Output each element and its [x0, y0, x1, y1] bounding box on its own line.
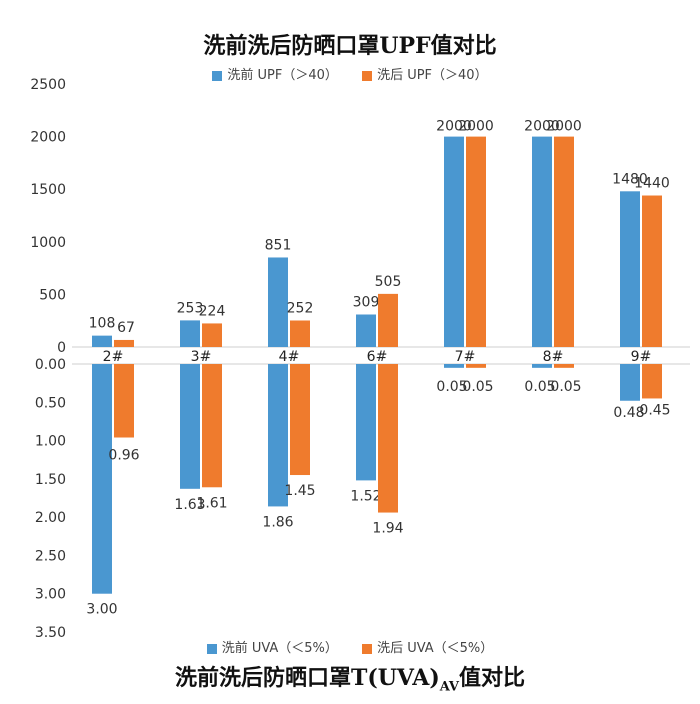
- uva-chart-title: 洗前洗后防晒口罩T(UVA)AV值对比: [0, 660, 700, 694]
- uva-after-value-label: 0.45: [639, 402, 670, 418]
- legend-swatch-orange: [362, 70, 373, 81]
- uva-before-value-label: 1.86: [262, 514, 293, 530]
- upf-after-bar: [554, 136, 574, 347]
- uva-after-value-label: 0.05: [462, 379, 493, 395]
- legend-item-uva-after: 洗后 UVA（＜5%）: [362, 637, 493, 656]
- uva-after-bar: [114, 364, 134, 438]
- uva-after-bar: [290, 364, 310, 476]
- uva-after-value-label: 0.05: [550, 379, 581, 395]
- uva-before-bar: [268, 364, 288, 507]
- uva-before-value-label: 1.63: [174, 497, 205, 513]
- category-label: 7#: [455, 349, 476, 365]
- upf-y-tick: 1000: [30, 235, 66, 251]
- uva-before-value-label: 0.48: [613, 405, 644, 421]
- upf-after-bar: [378, 293, 398, 347]
- upf-before-value-label: 108: [89, 316, 116, 332]
- upf-before-value-label: 309: [353, 294, 380, 310]
- legend-label-uva-before: 洗前 UVA（＜5%）: [221, 641, 338, 656]
- upf-after-bar: [290, 320, 310, 347]
- legend-item-upf-after: 洗后 UPF（＞40）: [362, 64, 488, 83]
- upf-after-value-label: 1440: [634, 176, 670, 192]
- upf-after-value-label: 67: [117, 320, 135, 336]
- uva-legend: 洗前 UVA（＜5%） 洗后 UVA（＜5%）: [0, 637, 700, 656]
- legend-swatch-blue: [212, 70, 223, 81]
- upf-before-bar: [92, 335, 112, 347]
- uva-y-tick: 2.00: [35, 510, 66, 526]
- upf-before-value-label: 253: [177, 300, 204, 316]
- legend-label-upf-before: 洗前 UPF（＞40）: [227, 68, 338, 83]
- uva-before-value-label: 3.00: [86, 602, 117, 618]
- uva-before-value-label: 1.52: [350, 488, 381, 504]
- upf-chart-title: 洗前洗后防晒口罩UPF值对比: [203, 33, 497, 59]
- uva-before-bar: [356, 364, 376, 481]
- upf-before-bar: [620, 191, 640, 347]
- upf-before-bar: [356, 314, 376, 347]
- uva-after-bar: [378, 364, 398, 513]
- upf-after-bar: [202, 323, 222, 347]
- upf-after-value-label: 2000: [458, 119, 494, 135]
- uva-before-bar: [620, 364, 640, 401]
- category-label: 2#: [103, 349, 124, 365]
- upf-after-value-label: 505: [375, 274, 402, 290]
- upf-y-tick: 1500: [30, 182, 66, 198]
- uva-y-tick: 3.00: [35, 587, 66, 603]
- uva-before-bar: [92, 364, 112, 594]
- uva-y-tick: 1.50: [35, 472, 66, 488]
- upf-before-value-label: 851: [265, 237, 292, 253]
- uva-y-tick: 1.00: [35, 434, 66, 450]
- upf-y-tick: 0: [57, 340, 66, 356]
- uva-title-sub: AV: [439, 679, 460, 695]
- uva-before-bar: [532, 364, 552, 368]
- upf-after-bar: [114, 339, 134, 347]
- upf-y-tick: 2500: [30, 77, 66, 93]
- upf-after-value-label: 224: [199, 303, 226, 319]
- upf-before-value-label: 2000: [436, 119, 472, 135]
- upf-before-bar: [532, 136, 552, 347]
- legend-label-uva-after: 洗后 UVA（＜5%）: [377, 641, 494, 656]
- uva-before-value-label: 0.05: [524, 379, 555, 395]
- upf-legend: 洗前 UPF（＞40） 洗后 UPF（＞40）: [0, 64, 700, 83]
- upf-after-bar: [466, 136, 486, 347]
- uva-before-bar: [180, 364, 200, 489]
- upf-before-bar: [268, 257, 288, 347]
- uva-after-value-label: 1.61: [196, 495, 227, 511]
- upf-y-tick: 500: [39, 287, 66, 303]
- uva-title-main: 洗前洗后防晒口罩T(UVA): [174, 665, 440, 691]
- uva-before-value-label: 0.05: [436, 379, 467, 395]
- legend-item-upf-before: 洗前 UPF（＞40）: [212, 64, 338, 83]
- uva-after-value-label: 1.94: [372, 521, 403, 537]
- category-label: 9#: [631, 349, 652, 365]
- uva-title-end: 值对比: [459, 665, 526, 691]
- legend-label-upf-after: 洗后 UPF（＞40）: [377, 68, 488, 83]
- category-label: 4#: [279, 349, 300, 365]
- upf-before-bar: [180, 320, 200, 347]
- uva-after-value-label: 0.96: [108, 448, 139, 464]
- upf-before-value-label: 2000: [524, 119, 560, 135]
- upf-after-value-label: 252: [287, 300, 314, 316]
- uva-y-tick: 0.50: [35, 395, 66, 411]
- upf-y-tick: 2000: [30, 130, 66, 146]
- upf-after-value-label: 2000: [546, 119, 582, 135]
- uva-y-tick: 0.00: [35, 357, 66, 373]
- upf-before-value-label: 1480: [612, 171, 648, 187]
- upf-before-bar: [444, 136, 464, 347]
- legend-swatch-orange: [362, 643, 373, 654]
- legend-item-uva-before: 洗前 UVA（＜5%）: [206, 637, 338, 656]
- category-label: 8#: [543, 349, 564, 365]
- uva-before-bar: [444, 364, 464, 368]
- legend-swatch-blue: [206, 643, 217, 654]
- category-label: 3#: [191, 349, 212, 365]
- uva-y-tick: 2.50: [35, 548, 66, 564]
- upf-after-bar: [642, 195, 662, 347]
- uva-after-bar: [466, 364, 486, 368]
- uva-after-bar: [202, 364, 222, 488]
- uva-after-bar: [554, 364, 574, 368]
- uva-after-value-label: 1.45: [284, 483, 315, 499]
- uva-after-bar: [642, 364, 662, 399]
- category-label: 6#: [367, 349, 388, 365]
- uva-y-tick: 3.50: [35, 625, 66, 641]
